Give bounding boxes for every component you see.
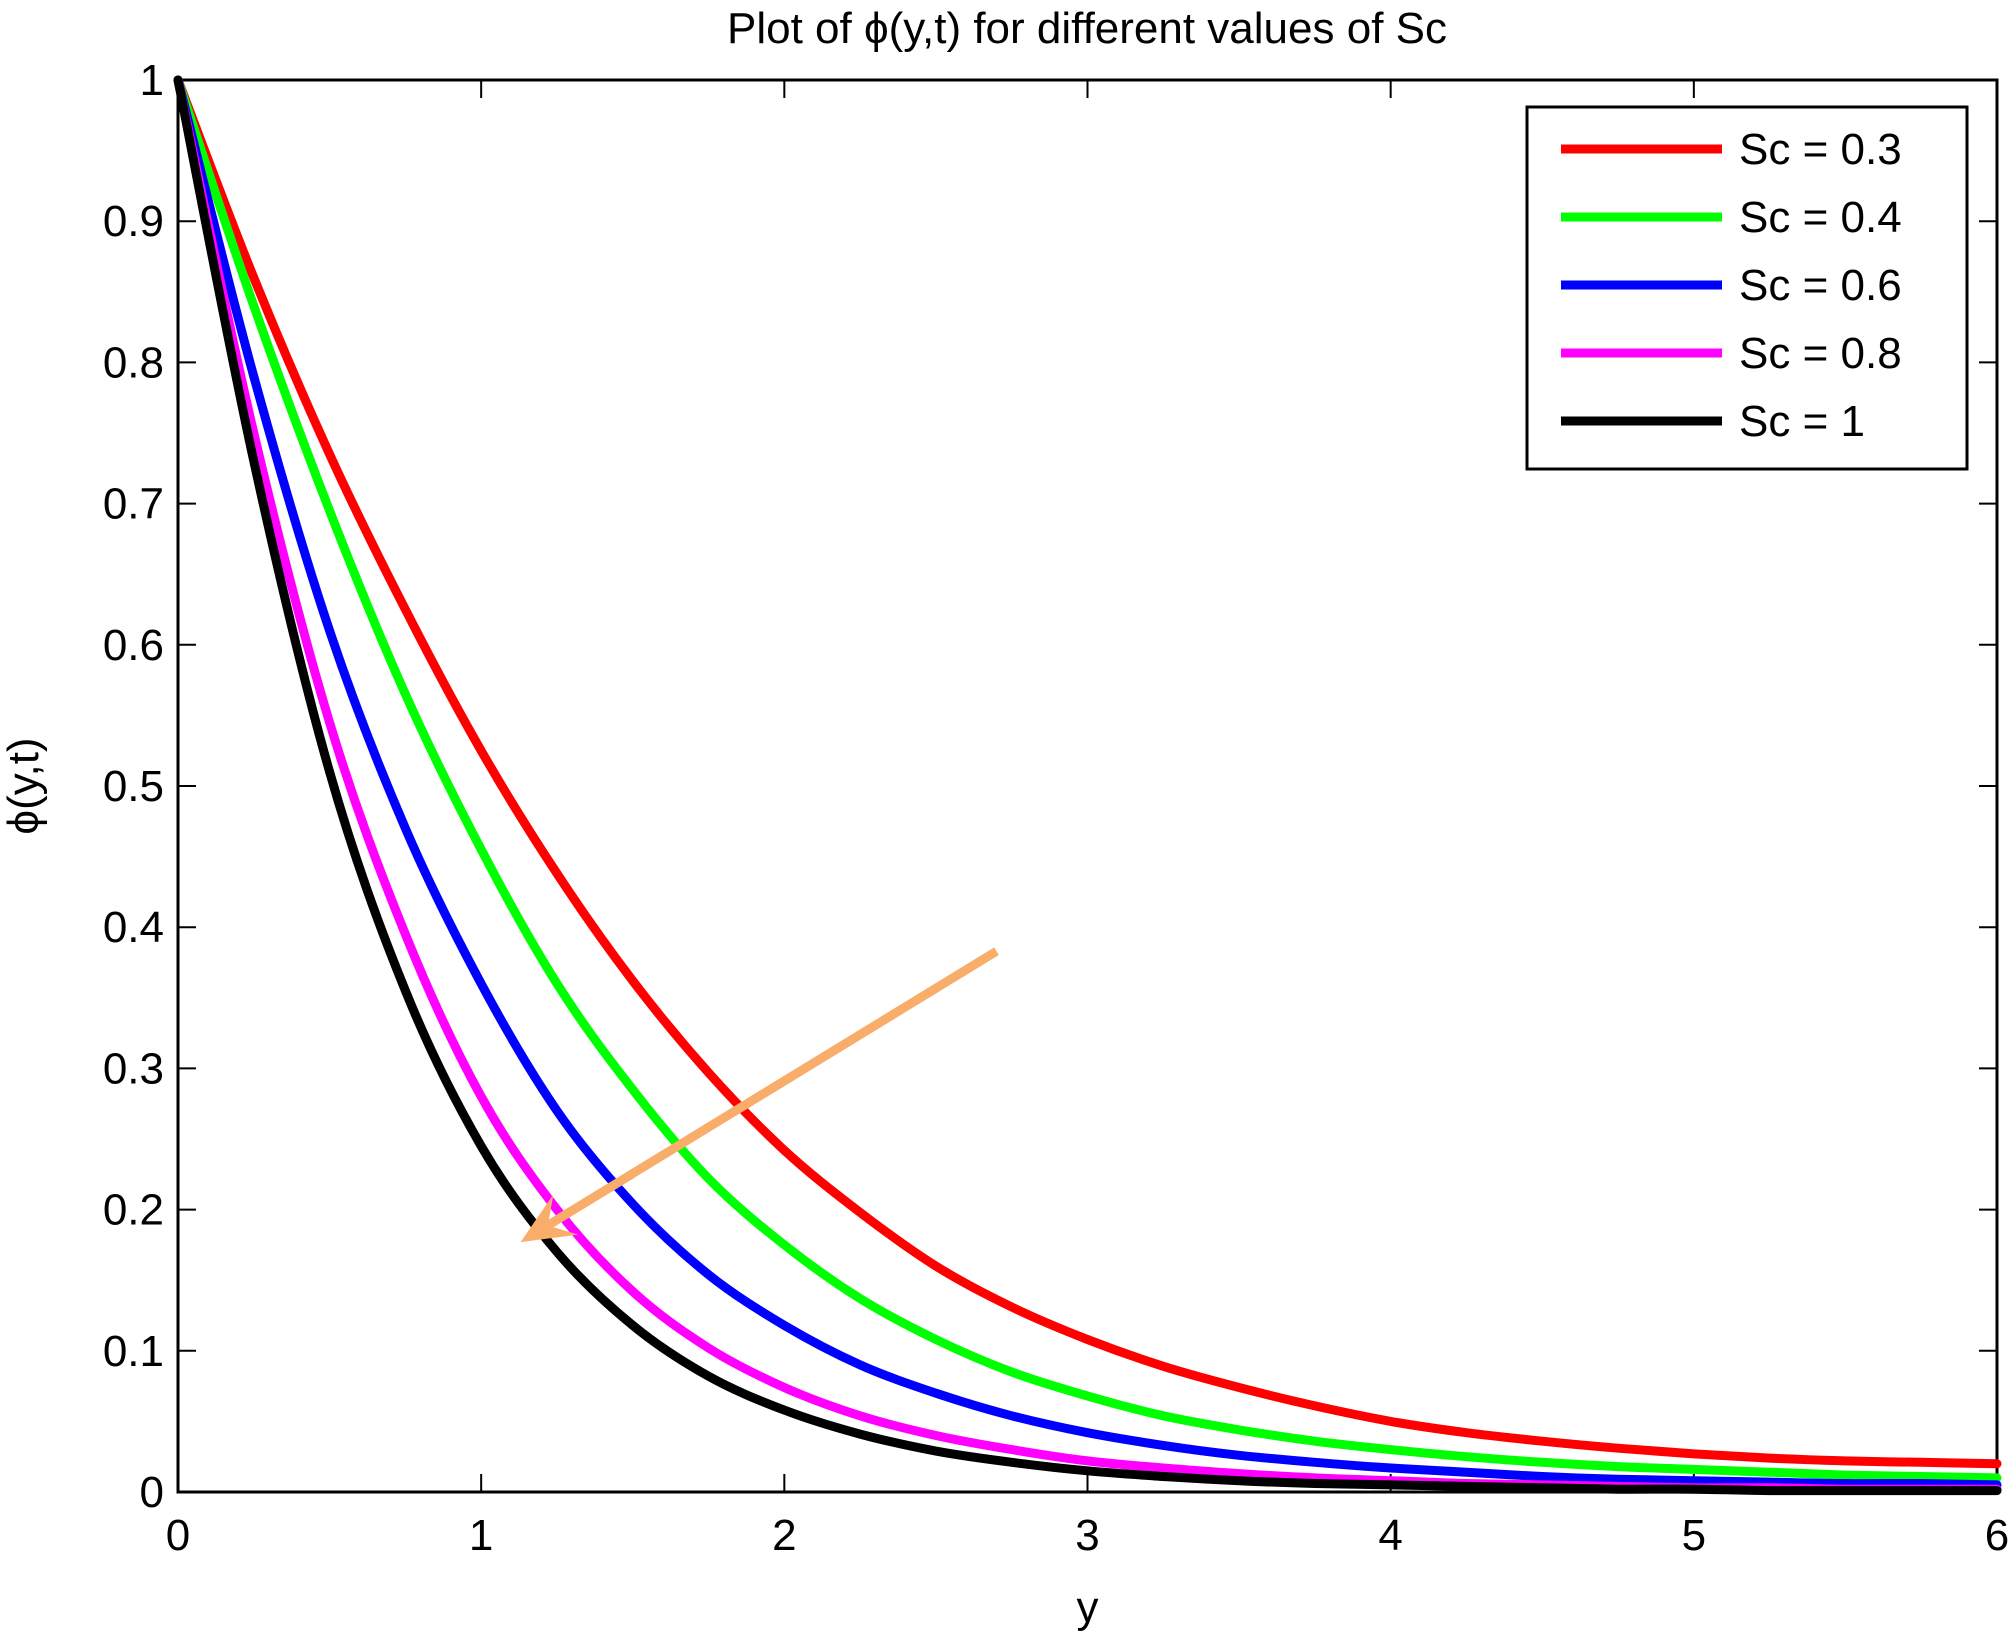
y-tick-label: 0.1 xyxy=(103,1327,164,1376)
series-line-1 xyxy=(173,75,2002,1469)
y-tick-label: 0.8 xyxy=(103,338,164,387)
annotations xyxy=(520,947,999,1243)
x-tick-label: 2 xyxy=(772,1511,796,1560)
legend: Sc = 0.3 Sc = 0.4 Sc = 0.6 Sc = 0.8 Sc = 1 xyxy=(1525,105,1969,471)
y-tick-label: 0.6 xyxy=(103,621,164,670)
y-tick-label: 0.7 xyxy=(103,480,164,529)
x-tick-label: 1 xyxy=(469,1511,493,1560)
legend-label-3: Sc = 0.6 xyxy=(1739,261,1902,310)
y-tick-label: 0.4 xyxy=(103,903,164,952)
x-tick-label: 3 xyxy=(1075,1511,1099,1560)
y-tick-label: 0.5 xyxy=(103,762,164,811)
x-tick-label: 4 xyxy=(1378,1511,1402,1560)
x-tick-label: 5 xyxy=(1682,1511,1706,1560)
chart-title: Plot of ϕ(y,t) for different values of S… xyxy=(727,4,1447,53)
y-tick-label: 0 xyxy=(140,1468,164,1517)
series-lines xyxy=(173,75,2002,1496)
trend-arrow-head xyxy=(520,1194,579,1243)
y-tick-label: 1 xyxy=(140,56,164,105)
series-line-3 xyxy=(173,75,2002,1490)
y-tick-label: 0.9 xyxy=(103,197,164,246)
legend-label-2: Sc = 0.4 xyxy=(1739,193,1902,242)
legend-label-5: Sc = 1 xyxy=(1739,397,1865,446)
x-tick-label: 6 xyxy=(1985,1511,2008,1560)
x-tick-label: 0 xyxy=(166,1511,190,1560)
series-line-5 xyxy=(173,75,2002,1496)
trend-arrow-shaft xyxy=(535,947,999,1236)
y-tick-label: 0.2 xyxy=(103,1186,164,1235)
axis-ticks: 0 1 2 3 4 5 6 0 0.1 0.2 0.3 0.4 0.5 0.6 0.7 0.8 0.9 1 xyxy=(103,56,2008,1560)
legend-label-4: Sc = 0.8 xyxy=(1739,329,1902,378)
y-tick-label: 0.3 xyxy=(103,1044,164,1093)
series-line-2 xyxy=(173,75,2002,1483)
legend-label-1: Sc = 0.3 xyxy=(1739,125,1902,174)
x-axis-label: y xyxy=(1077,1583,1099,1632)
y-axis-label: ϕ(y,t) xyxy=(0,737,48,834)
